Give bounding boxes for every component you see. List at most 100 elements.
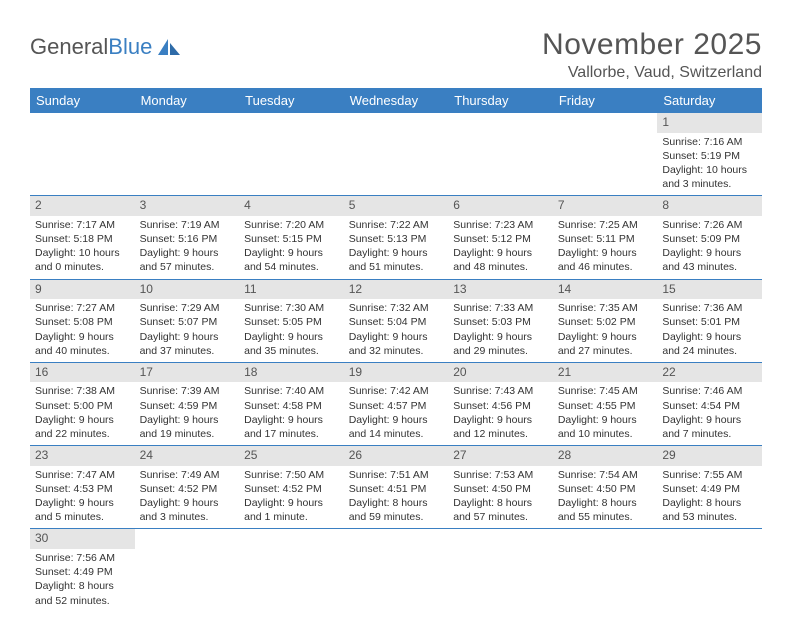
calendar-cell: 29Sunrise: 7:55 AMSunset: 4:49 PMDayligh… [657,446,762,529]
calendar-cell: 13Sunrise: 7:33 AMSunset: 5:03 PMDayligh… [448,279,553,362]
calendar-row: 30Sunrise: 7:56 AMSunset: 4:49 PMDayligh… [30,529,762,612]
calendar-cell [239,529,344,612]
calendar-row: 9Sunrise: 7:27 AMSunset: 5:08 PMDaylight… [30,279,762,362]
day-number: 11 [239,280,344,300]
day-info: Sunrise: 7:27 AMSunset: 5:08 PMDaylight:… [30,299,135,362]
day-number: 16 [30,363,135,383]
weekday-header: Saturday [657,88,762,113]
calendar-cell: 11Sunrise: 7:30 AMSunset: 5:05 PMDayligh… [239,279,344,362]
day-number: 13 [448,280,553,300]
calendar-cell: 16Sunrise: 7:38 AMSunset: 5:00 PMDayligh… [30,362,135,445]
calendar-cell: 15Sunrise: 7:36 AMSunset: 5:01 PMDayligh… [657,279,762,362]
day-number: 20 [448,363,553,383]
day-number: 6 [448,196,553,216]
calendar-cell: 14Sunrise: 7:35 AMSunset: 5:02 PMDayligh… [553,279,658,362]
calendar-cell: 6Sunrise: 7:23 AMSunset: 5:12 PMDaylight… [448,196,553,279]
calendar-cell: 27Sunrise: 7:53 AMSunset: 4:50 PMDayligh… [448,446,553,529]
day-info: Sunrise: 7:35 AMSunset: 5:02 PMDaylight:… [553,299,658,362]
day-info: Sunrise: 7:30 AMSunset: 5:05 PMDaylight:… [239,299,344,362]
day-info: Sunrise: 7:36 AMSunset: 5:01 PMDaylight:… [657,299,762,362]
calendar-cell [135,529,240,612]
calendar-cell [135,113,240,196]
logo-text-blue: Blue [108,34,152,60]
day-info: Sunrise: 7:33 AMSunset: 5:03 PMDaylight:… [448,299,553,362]
day-number: 2 [30,196,135,216]
calendar-cell [553,113,658,196]
calendar-body: 1Sunrise: 7:16 AMSunset: 5:19 PMDaylight… [30,113,762,612]
day-number: 3 [135,196,240,216]
calendar-row: 1Sunrise: 7:16 AMSunset: 5:19 PMDaylight… [30,113,762,196]
calendar-cell: 26Sunrise: 7:51 AMSunset: 4:51 PMDayligh… [344,446,449,529]
day-info: Sunrise: 7:17 AMSunset: 5:18 PMDaylight:… [30,216,135,279]
calendar-cell: 24Sunrise: 7:49 AMSunset: 4:52 PMDayligh… [135,446,240,529]
calendar-row: 2Sunrise: 7:17 AMSunset: 5:18 PMDaylight… [30,196,762,279]
calendar-cell: 3Sunrise: 7:19 AMSunset: 5:16 PMDaylight… [135,196,240,279]
day-number: 25 [239,446,344,466]
calendar-cell: 21Sunrise: 7:45 AMSunset: 4:55 PMDayligh… [553,362,658,445]
calendar-cell: 30Sunrise: 7:56 AMSunset: 4:49 PMDayligh… [30,529,135,612]
day-number: 4 [239,196,344,216]
day-info: Sunrise: 7:55 AMSunset: 4:49 PMDaylight:… [657,466,762,529]
day-info: Sunrise: 7:25 AMSunset: 5:11 PMDaylight:… [553,216,658,279]
day-info: Sunrise: 7:49 AMSunset: 4:52 PMDaylight:… [135,466,240,529]
day-number: 30 [30,529,135,549]
day-info: Sunrise: 7:39 AMSunset: 4:59 PMDaylight:… [135,382,240,445]
day-number: 22 [657,363,762,383]
calendar-row: 23Sunrise: 7:47 AMSunset: 4:53 PMDayligh… [30,446,762,529]
location: Vallorbe, Vaud, Switzerland [542,64,762,82]
calendar-cell: 23Sunrise: 7:47 AMSunset: 4:53 PMDayligh… [30,446,135,529]
weekday-header: Wednesday [344,88,449,113]
day-number: 15 [657,280,762,300]
calendar-cell: 18Sunrise: 7:40 AMSunset: 4:58 PMDayligh… [239,362,344,445]
day-number: 27 [448,446,553,466]
day-number: 12 [344,280,449,300]
day-info: Sunrise: 7:20 AMSunset: 5:15 PMDaylight:… [239,216,344,279]
calendar-cell: 28Sunrise: 7:54 AMSunset: 4:50 PMDayligh… [553,446,658,529]
day-info: Sunrise: 7:42 AMSunset: 4:57 PMDaylight:… [344,382,449,445]
day-info: Sunrise: 7:29 AMSunset: 5:07 PMDaylight:… [135,299,240,362]
logo-text-general: General [30,34,108,60]
day-number: 8 [657,196,762,216]
calendar-cell: 12Sunrise: 7:32 AMSunset: 5:04 PMDayligh… [344,279,449,362]
day-number: 17 [135,363,240,383]
calendar-cell: 19Sunrise: 7:42 AMSunset: 4:57 PMDayligh… [344,362,449,445]
day-number: 18 [239,363,344,383]
day-info: Sunrise: 7:56 AMSunset: 4:49 PMDaylight:… [30,549,135,612]
calendar-cell: 8Sunrise: 7:26 AMSunset: 5:09 PMDaylight… [657,196,762,279]
day-info: Sunrise: 7:22 AMSunset: 5:13 PMDaylight:… [344,216,449,279]
day-info: Sunrise: 7:53 AMSunset: 4:50 PMDaylight:… [448,466,553,529]
day-number: 19 [344,363,449,383]
day-info: Sunrise: 7:45 AMSunset: 4:55 PMDaylight:… [553,382,658,445]
day-number: 23 [30,446,135,466]
weekday-header: Tuesday [239,88,344,113]
day-info: Sunrise: 7:46 AMSunset: 4:54 PMDaylight:… [657,382,762,445]
weekday-header: Monday [135,88,240,113]
weekday-header-row: SundayMondayTuesdayWednesdayThursdayFrid… [30,88,762,113]
day-info: Sunrise: 7:23 AMSunset: 5:12 PMDaylight:… [448,216,553,279]
calendar-table: SundayMondayTuesdayWednesdayThursdayFrid… [30,88,762,612]
calendar-cell: 17Sunrise: 7:39 AMSunset: 4:59 PMDayligh… [135,362,240,445]
day-info: Sunrise: 7:40 AMSunset: 4:58 PMDaylight:… [239,382,344,445]
calendar-cell: 5Sunrise: 7:22 AMSunset: 5:13 PMDaylight… [344,196,449,279]
logo: GeneralBlue [30,34,182,60]
calendar-cell [657,529,762,612]
title-block: November 2025 Vallorbe, Vaud, Switzerlan… [542,28,762,82]
day-number: 29 [657,446,762,466]
day-info: Sunrise: 7:47 AMSunset: 4:53 PMDaylight:… [30,466,135,529]
day-info: Sunrise: 7:26 AMSunset: 5:09 PMDaylight:… [657,216,762,279]
calendar-cell: 25Sunrise: 7:50 AMSunset: 4:52 PMDayligh… [239,446,344,529]
day-info: Sunrise: 7:16 AMSunset: 5:19 PMDaylight:… [657,133,762,196]
day-info: Sunrise: 7:51 AMSunset: 4:51 PMDaylight:… [344,466,449,529]
day-info: Sunrise: 7:54 AMSunset: 4:50 PMDaylight:… [553,466,658,529]
calendar-cell [448,529,553,612]
calendar-cell [344,113,449,196]
day-info: Sunrise: 7:50 AMSunset: 4:52 PMDaylight:… [239,466,344,529]
day-number: 5 [344,196,449,216]
header: GeneralBlue November 2025 Vallorbe, Vaud… [30,28,762,82]
weekday-header: Sunday [30,88,135,113]
day-number: 1 [657,113,762,133]
calendar-cell [553,529,658,612]
weekday-header: Thursday [448,88,553,113]
day-number: 24 [135,446,240,466]
calendar-cell: 20Sunrise: 7:43 AMSunset: 4:56 PMDayligh… [448,362,553,445]
